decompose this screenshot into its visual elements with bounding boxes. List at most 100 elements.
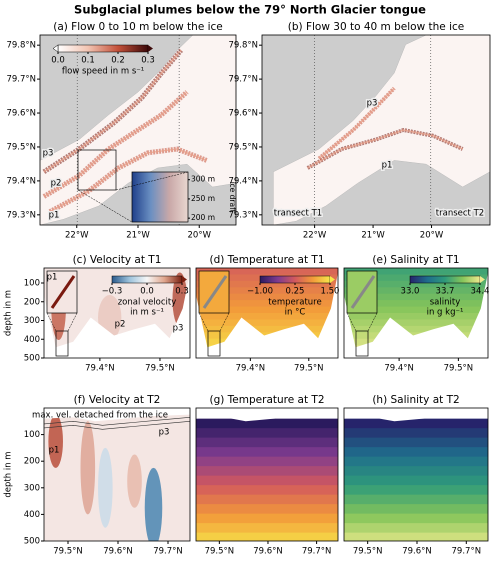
field-layer: [196, 293, 338, 302]
field-layer: [344, 428, 488, 439]
annotation: p1: [47, 273, 58, 283]
field-layer: [196, 313, 338, 321]
field-layer: [344, 313, 488, 321]
colorbar-label: in °C: [285, 308, 306, 318]
panel-title: (b) Flow 30 to 40 m below the ice: [288, 21, 464, 33]
panel: [196, 408, 338, 541]
zoom-box: [77, 149, 117, 191]
ice-base: [44, 421, 190, 430]
y-tick-label: 200: [24, 457, 40, 467]
annotation: p1: [49, 211, 60, 221]
field-layer: [196, 306, 338, 314]
panel-title: (f) Velocity at T2: [74, 394, 161, 406]
x-tick-label: 79.4°N: [85, 364, 115, 374]
x-tick-label: 20°W: [188, 231, 212, 241]
sea: [273, 35, 490, 225]
plume-core: [49, 148, 207, 213]
annotation: p3: [43, 149, 54, 159]
x-tick-label: 79.5°N: [294, 364, 324, 374]
axes-frame: [261, 34, 491, 226]
x-tick-label: 79.4°N: [384, 364, 414, 374]
panel: [44, 408, 190, 541]
axes-frame: [43, 267, 191, 359]
ice-shelf: [344, 408, 488, 422]
colorbar-label: in g kg⁻¹: [427, 308, 464, 318]
panel-title: (d) Temperature at T1: [209, 254, 324, 266]
inset-tick-label: 250 m: [191, 194, 215, 203]
panel-title: (e) Salinity at T1: [372, 254, 459, 266]
colorbar-tick-label: 0.1: [81, 56, 95, 66]
colorbar-tick-label: −0.3: [102, 287, 123, 297]
annotation: transect T2: [436, 209, 484, 219]
field-layer: [196, 485, 338, 496]
y-tick-label: 79.5°N: [6, 142, 36, 152]
colorbar-tick-label: 33.0: [401, 287, 420, 297]
field-layer: [196, 475, 338, 487]
field-layer: [196, 418, 338, 430]
field-layer: [344, 300, 488, 308]
panel: [344, 408, 488, 541]
colorbar-extend: [148, 45, 153, 52]
x-tick-label: 79.7°N: [302, 547, 332, 557]
y-tick-label: 79.6°N: [6, 109, 36, 119]
y-tick-label: 79.8°N: [6, 41, 36, 51]
annotation: p2: [115, 320, 126, 330]
x-tick-label: 21°W: [126, 231, 150, 241]
colorbar-tick-label: 0.2: [111, 56, 125, 66]
zoom-line: [67, 312, 78, 332]
field: [44, 408, 190, 541]
field-layer: [344, 437, 488, 449]
panel: [196, 268, 338, 358]
x-tick-label: 20°W: [420, 231, 444, 241]
colorbar: [111, 275, 183, 284]
y-axis-label: depth in m: [4, 290, 14, 336]
x-tick-label: 79.5°N: [145, 364, 175, 374]
colorbar-extend: [182, 276, 187, 283]
x-tick-label: 79.5°N: [205, 547, 235, 557]
field-layer: [344, 523, 488, 534]
field-layer: [344, 268, 488, 276]
y-tick-label: 100: [24, 279, 40, 289]
field-layer: [344, 325, 488, 334]
annotation: p2: [51, 179, 62, 189]
colorbar: [409, 275, 481, 284]
field-layer: [196, 325, 338, 334]
colorbar-extend: [330, 276, 335, 283]
panel-title: (h) Salinity at T2: [372, 394, 459, 406]
y-tick-label: 400: [24, 510, 40, 520]
colorbar-extend: [52, 44, 59, 53]
field-layer: [344, 494, 488, 506]
axes-frame: [343, 407, 489, 542]
axes-frame: [195, 267, 339, 359]
x-tick-label: 79.4°N: [236, 364, 266, 374]
zoom-line: [367, 312, 378, 332]
ice-shelf: [196, 408, 338, 422]
colorbar-extend: [480, 276, 485, 283]
x-tick-label: 79.5°N: [353, 547, 383, 557]
annotation: p1: [382, 161, 393, 171]
y-tick-label: 79.5°N: [228, 142, 258, 152]
ice-shelf: [44, 408, 190, 422]
zoom-line: [46, 312, 57, 332]
field-layer: [344, 319, 488, 327]
y-tick-label: 100: [24, 430, 40, 440]
field-layer: [196, 447, 338, 458]
velocity-core: [48, 414, 63, 468]
field-layer: [344, 456, 488, 468]
y-tick-label: 79.3°N: [6, 210, 36, 220]
annotation: p3: [367, 99, 378, 109]
field-layer: [196, 504, 338, 515]
x-tick-label: 79.5°N: [444, 364, 474, 374]
field-layer: [196, 319, 338, 327]
field-layer: [196, 287, 338, 295]
velocity-core: [144, 467, 163, 541]
colorbar-label: flow speed in m s⁻¹: [62, 67, 144, 77]
colorbar-tick-label: 0.0: [51, 56, 65, 66]
field-layer: [196, 428, 338, 439]
inset-streak: [202, 275, 228, 309]
field-layer: [196, 280, 338, 289]
field-layer: [344, 513, 488, 525]
y-tick-label: 500: [24, 537, 40, 547]
x-tick-label: 79.6°N: [402, 547, 432, 557]
